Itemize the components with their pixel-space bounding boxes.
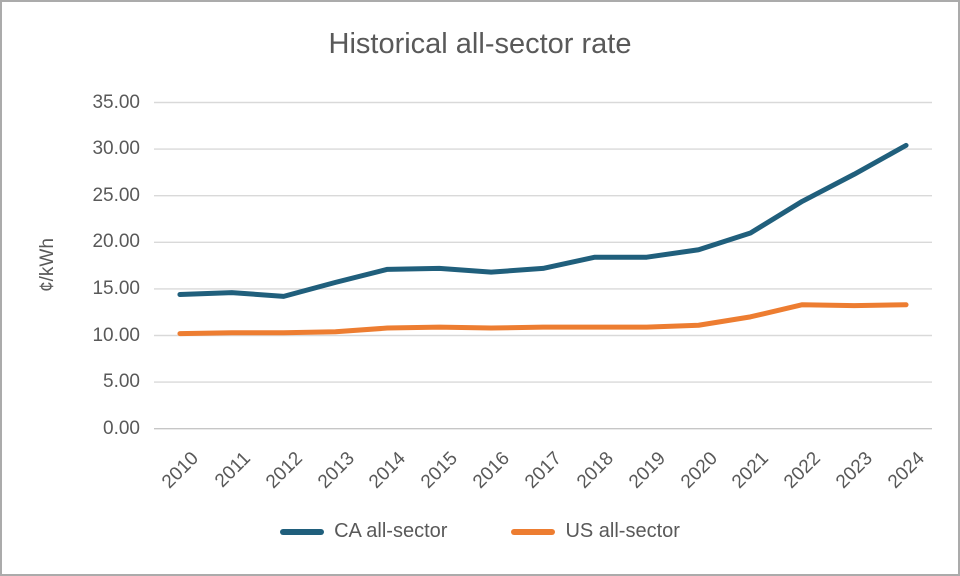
y-tick-label: 10.00 — [92, 324, 140, 346]
y-tick-label: 35.00 — [92, 91, 140, 113]
y-tick-label: 30.00 — [92, 138, 140, 160]
y-tick-label: 20.00 — [92, 231, 140, 253]
y-tick-label: 25.00 — [92, 184, 140, 206]
chart-title: Historical all-sector rate — [328, 28, 632, 60]
legend-item-us: US all-sector — [511, 520, 680, 543]
y-tick-label: 0.00 — [103, 417, 140, 439]
legend-label-us: US all-sector — [565, 520, 680, 542]
legend: CA all-sector US all-sector — [2, 520, 958, 543]
legend-item-ca: CA all-sector — [280, 520, 447, 543]
y-tick-label: 5.00 — [103, 371, 140, 393]
us-line-swatch — [511, 528, 556, 535]
gridlines — [154, 101, 932, 430]
series-lines — [177, 142, 909, 337]
us-all-sector-line — [177, 302, 909, 337]
ca-all-sector-line — [177, 142, 909, 299]
legend-label-ca: CA all-sector — [334, 520, 448, 542]
ca-line-swatch — [280, 528, 325, 535]
y-tick-label: 15.00 — [92, 277, 140, 299]
y-axis-title: ¢/kWh — [37, 238, 58, 292]
